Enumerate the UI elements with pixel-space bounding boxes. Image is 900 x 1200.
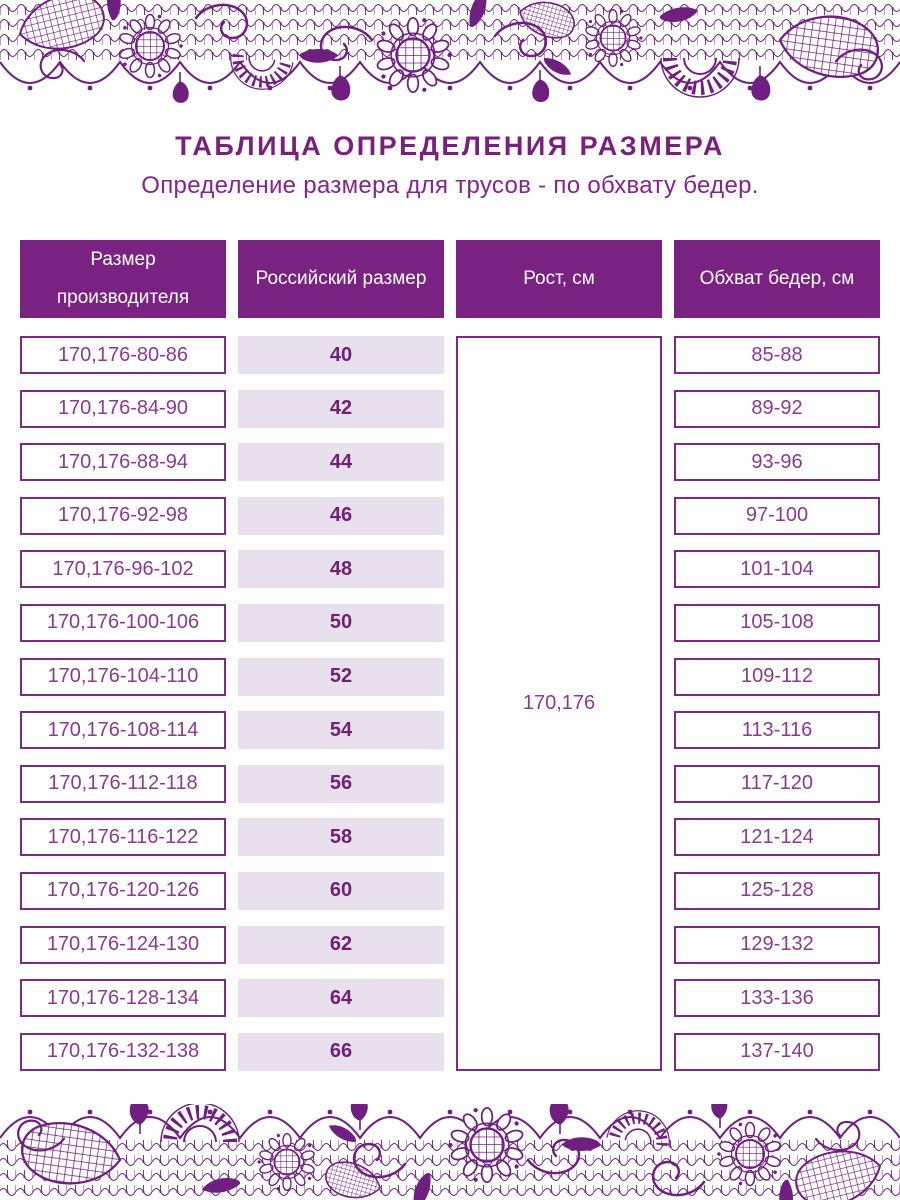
russian-size-cell: 48	[238, 550, 444, 589]
hip-circumference-cell: 89-92	[674, 389, 880, 428]
hip-circumference-cell: 97-100	[674, 496, 880, 535]
hip-circumference-cell: 125-128	[674, 871, 880, 910]
manufacturer-size-cell: 170,176-104-110	[20, 657, 226, 696]
page-title: ТАБЛИЦА ОПРЕДЕЛЕНИЯ РАЗМЕРА	[175, 131, 725, 161]
manufacturer-size-cell: 170,176-88-94	[20, 443, 226, 482]
russian-size-cell: 62	[238, 925, 444, 964]
header-manufacturer-size: Размер производителя	[20, 240, 226, 318]
russian-size-cell: 52	[238, 657, 444, 696]
russian-size-cell: 50	[238, 603, 444, 642]
russian-size-cell: 64	[238, 979, 444, 1018]
header-height: Рост, см	[456, 240, 662, 318]
manufacturer-size-cell: 170,176-124-130	[20, 925, 226, 964]
manufacturer-size-cell: 170,176-84-90	[20, 389, 226, 428]
size-table-body: 170,176 170,176-80-86 40 85-88 170,176-84-9…	[20, 336, 880, 1071]
hip-circumference-cell: 105-108	[674, 603, 880, 642]
russian-size-cell: 44	[238, 443, 444, 482]
hip-circumference-cell: 109-112	[674, 657, 880, 696]
russian-size-cell: 54	[238, 711, 444, 750]
manufacturer-size-cell: 170,176-116-122	[20, 818, 226, 857]
manufacturer-size-cell: 170,176-108-114	[20, 711, 226, 750]
size-table-header-row: Размер производителя Российский размер Р…	[20, 240, 880, 318]
manufacturer-size-cell: 170,176-112-118	[20, 764, 226, 803]
height-merged-cell: 170,176	[456, 336, 662, 1071]
russian-size-cell: 66	[238, 1032, 444, 1071]
manufacturer-size-cell: 170,176-100-106	[20, 603, 226, 642]
hip-circumference-cell: 93-96	[674, 443, 880, 482]
hip-circumference-cell: 117-120	[674, 764, 880, 803]
manufacturer-size-cell: 170,176-128-134	[20, 979, 226, 1018]
lace-border-bottom-image	[0, 1104, 900, 1200]
russian-size-cell: 46	[238, 496, 444, 535]
hip-circumference-cell: 113-116	[674, 711, 880, 750]
russian-size-cell: 40	[238, 336, 444, 374]
hip-circumference-cell: 129-132	[674, 925, 880, 964]
hip-circumference-cell: 121-124	[674, 818, 880, 857]
hip-circumference-cell: 101-104	[674, 550, 880, 589]
header-russian-size: Российский размер	[238, 240, 444, 318]
manufacturer-size-cell: 170,176-80-86	[20, 336, 226, 374]
manufacturer-size-cell: 170,176-132-138	[20, 1032, 226, 1071]
manufacturer-size-cell: 170,176-92-98	[20, 496, 226, 535]
russian-size-cell: 42	[238, 389, 444, 428]
russian-size-cell: 58	[238, 818, 444, 857]
manufacturer-size-cell: 170,176-96-102	[20, 550, 226, 589]
hip-circumference-cell: 133-136	[674, 979, 880, 1018]
header-hip-circumference: Обхват бедер, см	[674, 240, 880, 318]
russian-size-cell: 60	[238, 871, 444, 910]
hip-circumference-cell: 85-88	[674, 336, 880, 374]
hip-circumference-cell: 137-140	[674, 1032, 880, 1071]
page-subtitle: Определение размера для трусов - по обхв…	[141, 172, 759, 199]
manufacturer-size-cell: 170,176-120-126	[20, 871, 226, 910]
russian-size-cell: 56	[238, 764, 444, 803]
lace-border-top-image	[0, 0, 900, 106]
